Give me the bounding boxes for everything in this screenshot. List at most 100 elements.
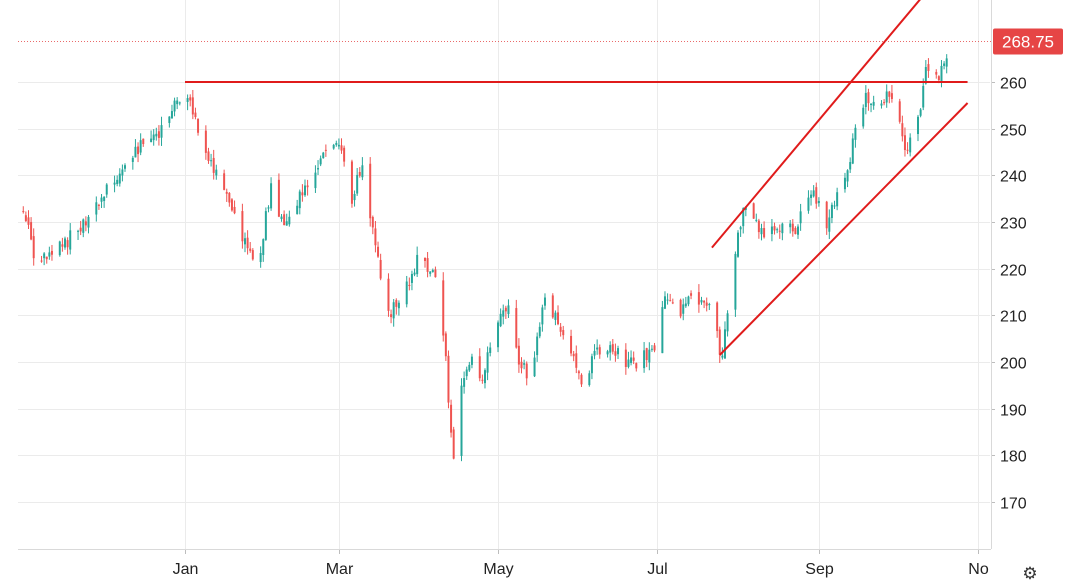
candle-body — [700, 300, 703, 303]
candle-body — [830, 204, 833, 219]
y-tick-label: 230 — [1000, 216, 1027, 233]
candle-body — [61, 244, 64, 247]
candle-body — [705, 302, 708, 306]
candle-body — [397, 302, 400, 309]
last-price-badge — [993, 28, 1063, 55]
candle-body — [233, 206, 236, 214]
candle-body — [395, 300, 398, 307]
candle-body — [170, 111, 173, 119]
candle-body — [155, 133, 158, 137]
candle-body — [671, 302, 674, 304]
candle-body — [84, 221, 87, 226]
candle-body — [687, 296, 690, 305]
candle-body — [43, 253, 46, 259]
y-tick-label: 170 — [1000, 496, 1027, 513]
candle-body — [405, 281, 408, 305]
candle-body — [596, 347, 599, 350]
y-tick-label: 190 — [1000, 403, 1027, 420]
candle-body — [468, 364, 471, 371]
candle-body — [100, 197, 103, 202]
candle-body — [319, 158, 322, 165]
candle-body — [557, 312, 560, 325]
candle-body — [851, 138, 854, 164]
annotations — [18, 0, 991, 356]
candle-body — [520, 361, 523, 369]
candle-body — [554, 312, 557, 320]
candle-body — [703, 300, 706, 303]
candle-body — [653, 345, 656, 351]
candle-body — [64, 238, 67, 248]
candle-body — [807, 197, 810, 211]
candle-body — [922, 85, 925, 108]
candle-body — [682, 304, 685, 314]
candle-body — [168, 116, 171, 123]
candle-body — [927, 64, 930, 71]
candle-body — [277, 179, 280, 217]
candle-body — [810, 194, 813, 198]
candle-body — [630, 357, 633, 363]
candle-body — [632, 357, 635, 361]
candle-body — [757, 220, 760, 233]
candle-body — [116, 179, 119, 185]
candle-body — [867, 92, 870, 104]
candle-body — [690, 293, 693, 296]
candle-body — [770, 226, 773, 235]
candle-body — [194, 112, 197, 118]
candle-body — [609, 345, 612, 353]
candle-body — [426, 258, 429, 272]
candle-body — [624, 349, 627, 367]
candle-body — [617, 348, 620, 355]
candle-body — [504, 307, 507, 312]
candle-body — [901, 123, 904, 137]
candle-body — [337, 144, 340, 147]
candle-body — [58, 241, 61, 256]
candle-body — [943, 63, 946, 66]
candle-body — [416, 254, 419, 275]
candle-body — [836, 192, 839, 207]
candle-body — [854, 127, 857, 140]
candle-body — [410, 273, 413, 283]
candle-body — [538, 326, 541, 337]
y-tick-label: 210 — [1000, 309, 1027, 326]
x-tick-label: Jul — [647, 561, 667, 578]
candle-body — [87, 216, 90, 228]
candle-body — [486, 352, 489, 373]
x-tick-label: Sep — [805, 561, 834, 578]
candle-body — [69, 230, 72, 250]
candle-body — [669, 300, 672, 302]
candle-body — [452, 429, 455, 459]
candle-body — [285, 221, 288, 226]
x-tick-label: Mar — [326, 561, 354, 578]
candle-body — [97, 204, 100, 206]
candle-body — [812, 190, 815, 197]
candle-body — [611, 344, 614, 352]
candle-body — [684, 303, 687, 307]
candle-body — [79, 227, 82, 232]
candle-body — [648, 349, 651, 363]
candle-body — [22, 211, 25, 213]
candle-body — [374, 228, 377, 246]
candle-body — [314, 172, 317, 189]
candle-body — [517, 345, 520, 365]
settings-gear-icon[interactable]: ⚙ — [1022, 564, 1038, 584]
candle-body — [379, 259, 382, 279]
candle-body — [723, 329, 726, 359]
candle-body — [885, 91, 888, 103]
candle-body — [614, 351, 617, 356]
candle-body — [27, 217, 30, 225]
candle-body — [663, 296, 666, 309]
candle-body — [262, 239, 265, 256]
candle-body — [283, 214, 286, 226]
candle-body — [142, 138, 145, 145]
candle-body — [650, 348, 653, 350]
candle-body — [898, 101, 901, 122]
candle-body — [815, 187, 818, 204]
candle-body — [606, 351, 609, 355]
candle-body — [157, 131, 160, 138]
candle-body — [880, 103, 883, 106]
candle-body — [230, 199, 233, 211]
candle-body — [178, 102, 181, 104]
candle-body — [797, 226, 800, 235]
candle-body — [322, 152, 325, 159]
candle-body — [413, 272, 416, 275]
